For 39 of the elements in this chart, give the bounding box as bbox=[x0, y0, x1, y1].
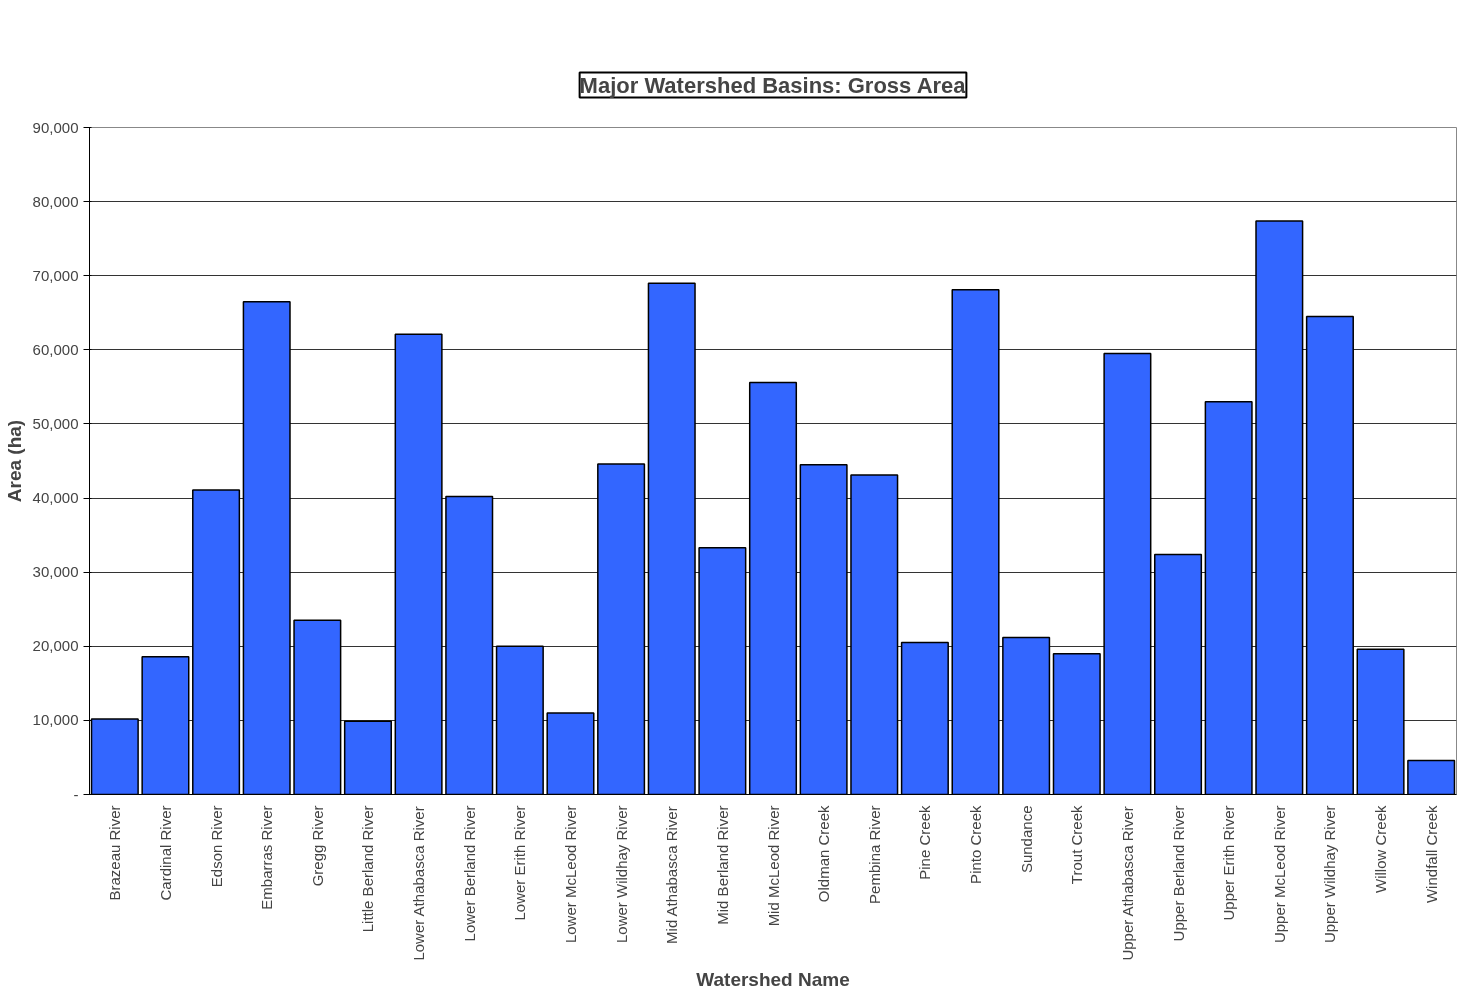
x-tick-label: Embarras River bbox=[258, 805, 276, 910]
x-tick-label: Upper McLeod River bbox=[1270, 805, 1288, 944]
x-tick-label: Trout Creek bbox=[1068, 805, 1086, 885]
y-axis-title: Area (ha) bbox=[3, 419, 25, 503]
y-tick-label: 60,000 bbox=[32, 340, 79, 358]
x-tick-label: Upper Erith River bbox=[1220, 805, 1238, 921]
x-tick-label: Lower Erith River bbox=[511, 805, 529, 921]
x-tick-label: Cardinal River bbox=[156, 805, 174, 901]
x-tick-label: Windfall Creek bbox=[1422, 805, 1440, 904]
x-tick-label: Oldman Creek bbox=[815, 805, 833, 903]
y-tick-label: 80,000 bbox=[32, 192, 79, 210]
x-tick-label: Little Berland River bbox=[359, 805, 377, 933]
x-tick-label: Lower Wildhay River bbox=[612, 805, 630, 944]
x-tick-label: Upper Berland River bbox=[1169, 805, 1187, 942]
y-tick-label: 10,000 bbox=[32, 711, 79, 729]
x-tick-label: Mid Athabasca River bbox=[663, 806, 681, 944]
y-tick-label: - bbox=[73, 785, 79, 803]
y-tick-label: 40,000 bbox=[32, 489, 79, 507]
x-tick-label: Brazeau River bbox=[106, 805, 124, 901]
y-tick-label: 70,000 bbox=[32, 266, 79, 284]
x-tick-label: Mid Berland River bbox=[713, 805, 731, 925]
x-tick-label: Mid McLeod River bbox=[764, 805, 782, 927]
x-tick-label: Lower Berland River bbox=[460, 805, 478, 942]
x-tick-label: Sundance bbox=[1017, 805, 1035, 874]
x-tick-label: Pinto Creek bbox=[967, 805, 985, 884]
x-tick-label: Upper Wildhay River bbox=[1321, 805, 1339, 944]
y-tick-label: 50,000 bbox=[32, 414, 79, 432]
y-tick-label: 90,000 bbox=[32, 118, 79, 136]
x-tick-label: Upper Athabasca River bbox=[1118, 806, 1136, 961]
y-tick-label: 30,000 bbox=[32, 563, 79, 581]
x-tick-label: Lower McLeod River bbox=[561, 805, 579, 944]
x-tick-label: Edson River bbox=[207, 805, 225, 888]
x-tick-label: Willow Creek bbox=[1372, 805, 1390, 894]
x-axis-title: Watershed Name bbox=[696, 968, 850, 990]
y-tick-label: 20,000 bbox=[32, 637, 79, 655]
x-tick-label: Lower Athabasca River bbox=[410, 806, 428, 961]
x-tick-label: Gregg River bbox=[308, 805, 326, 887]
x-tick-label: Pine Creek bbox=[916, 805, 934, 880]
x-tick-label: Pembina River bbox=[865, 805, 883, 904]
